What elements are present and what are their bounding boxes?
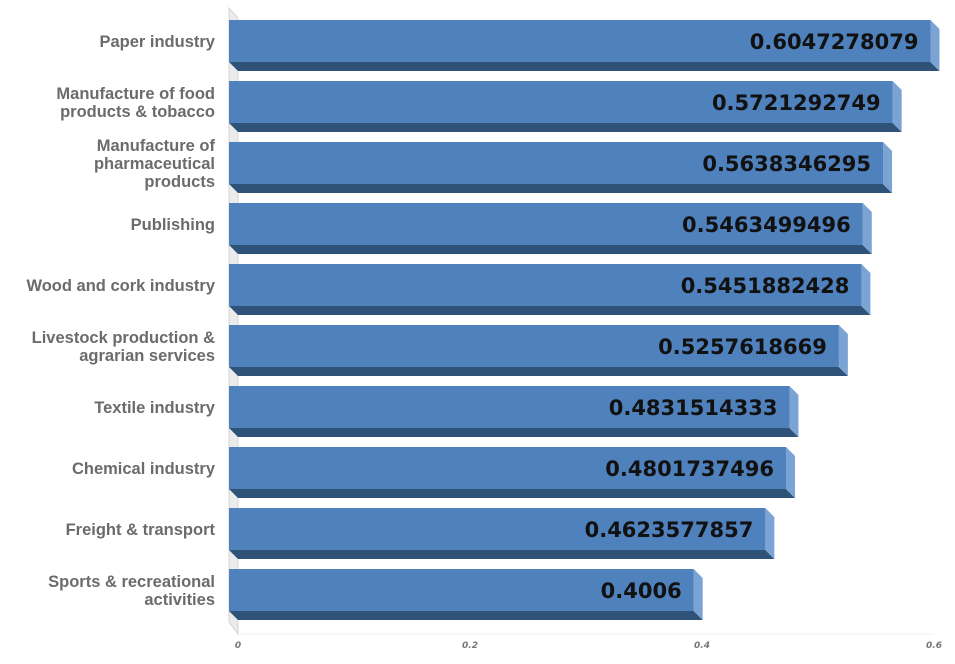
data-label: 0.4801737496 [605,457,774,481]
bar-side-face [930,20,940,71]
value-labels: 0.6047278079 0.5721292749 0.5638346295 0.54… [585,30,919,603]
bar [229,264,871,315]
data-label: 0.4623577857 [585,518,754,542]
x-tick-label: 0.4 [694,641,710,651]
category-label: Manufacture of food products & tobacco [56,85,215,121]
bar [229,569,703,620]
bar [229,447,796,498]
category-labels: Paper industry Manufacture of food product… [26,33,215,609]
bar-front-face [229,386,790,428]
bar [229,81,902,132]
data-label: 0.6047278079 [750,30,919,54]
bar [229,508,775,559]
bar-front-face [229,142,884,184]
category-label: Wood and cork industry [26,277,215,295]
category-label: Manufacture of pharmaceutical products [94,137,216,191]
bar-front-face [229,264,862,306]
bar-front-face [229,20,931,62]
x-tick-label: 0.6 [926,641,942,651]
category-label: Chemical industry [72,460,216,478]
bar-bottom-face [229,367,848,376]
data-label: 0.5451882428 [681,274,850,298]
bar-bottom-face [229,611,703,620]
bar [229,203,872,254]
bar-side-face [861,264,871,315]
bar-front-face [229,203,863,245]
bar-side-face [789,386,799,437]
data-label: 0.5721292749 [712,91,881,115]
bar-side-face [892,81,902,132]
bar-front-face [229,569,694,611]
bar-front-face [229,508,766,550]
data-label: 0.4006 [601,579,682,603]
bar-side-face [693,569,703,620]
data-label: 0.5257618669 [658,335,827,359]
bar-bottom-face [229,306,871,315]
data-label: 0.5638346295 [702,152,871,176]
bar [229,142,893,193]
bar-front-face [229,81,893,123]
bar-front-face [229,325,839,367]
bar-side-face [786,447,796,498]
x-axis-ticks: 0 0.2 0.4 0.6 [235,641,942,651]
bar-side-face [883,142,893,193]
bar [229,325,848,376]
category-label: Publishing [131,216,215,234]
x-tick-label: 0 [235,641,241,651]
bar-side-face [838,325,848,376]
category-label: Livestock production & agrarian services [32,329,215,365]
data-label: 0.5463499496 [682,213,851,237]
category-label: Paper industry [99,33,215,51]
bar-bottom-face [229,550,775,559]
bar [229,386,799,437]
bar-side-face [862,203,872,254]
bars [229,20,940,620]
bar-bottom-face [229,428,799,437]
bar-bottom-face [229,245,872,254]
bar-side-face [765,508,775,559]
bar-bottom-face [229,184,893,193]
bar-bottom-face [229,123,902,132]
bar-bottom-face [229,62,940,71]
bar-front-face [229,447,787,489]
category-label: Textile industry [94,399,216,417]
bar-bottom-face [229,489,796,498]
category-label: Freight & transport [66,521,216,539]
category-label: Sports & recreational activities [48,573,215,609]
data-label: 0.4831514333 [609,396,778,420]
x-tick-label: 0.2 [462,641,478,651]
bar [229,20,940,71]
